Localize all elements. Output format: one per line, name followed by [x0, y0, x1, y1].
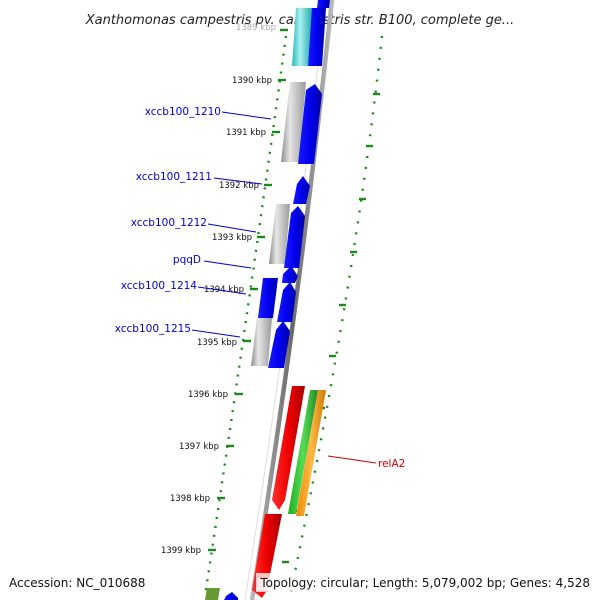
tick-label: 1390 kbp	[232, 76, 272, 86]
cds-rela2[interactable]	[272, 386, 305, 510]
cyan-feature[interactable]	[292, 8, 312, 66]
tick-labels: 1389 kbp 1390 kbp 1391 kbp 1392 kbp 1393…	[161, 23, 276, 556]
cds-xccb100-1215[interactable]	[268, 321, 290, 368]
grey-feature[interactable]	[281, 82, 306, 162]
gene-label[interactable]: xccb100_1214	[121, 280, 198, 292]
leader-line	[197, 286, 247, 295]
gene-label[interactable]: xccb100_1215	[115, 323, 191, 335]
tick-label: 1395 kbp	[197, 338, 237, 348]
tick-label: 1391 kbp	[226, 128, 266, 138]
gc-content-ring	[288, 35, 384, 597]
cds-xccb100-1211[interactable]	[293, 176, 310, 204]
grey-feature[interactable]	[251, 318, 272, 366]
cds-xccb100-1214[interactable]	[277, 282, 296, 322]
leader-line	[221, 111, 272, 120]
tick-label: 1399 kbp	[161, 546, 201, 556]
cds-feature-top[interactable]	[308, 0, 330, 66]
cds-blue-bottom[interactable]	[224, 592, 238, 600]
genome-info-label: Topology: circular; Length: 5,079,002 bp…	[259, 576, 590, 590]
grey-feature[interactable]	[269, 204, 290, 264]
gene-label[interactable]: xccb100_1212	[131, 217, 207, 229]
cds-xccb100-1210[interactable]	[298, 84, 322, 164]
orange-feature[interactable]	[296, 390, 326, 516]
cds-pqqd[interactable]	[282, 266, 298, 283]
cds-xccb100-1214a[interactable]	[258, 278, 278, 318]
tick-label: 1398 kbp	[170, 494, 210, 504]
tick-label: 1393 kbp	[212, 233, 252, 243]
gene-label[interactable]: relA2	[378, 458, 405, 470]
leader-line	[203, 260, 252, 269]
leader-line	[213, 177, 263, 185]
gene-label[interactable]: pqqD	[173, 254, 201, 266]
gene-label[interactable]: xccb100_1210	[145, 106, 221, 118]
tick-label: 1389 kbp	[236, 23, 276, 33]
leader-line	[207, 223, 257, 233]
olive-feature[interactable]	[205, 588, 220, 600]
leader-line	[191, 329, 241, 338]
tick-label: 1396 kbp	[188, 390, 228, 400]
gene-labels: xccb100_1210 xccb100_1211 xccb100_1212 p…	[115, 106, 406, 470]
accession-label: Accession: NC_010688	[9, 576, 145, 590]
footer-info-backdrop	[256, 573, 592, 591]
green-feature[interactable]	[288, 390, 318, 514]
tick-label: 1397 kbp	[179, 442, 219, 452]
cds-xccb100-1212[interactable]	[284, 206, 305, 268]
gc-skew-ring	[203, 35, 288, 597]
tick-label: 1392 kbp	[219, 181, 259, 191]
gene-label[interactable]: xccb100_1211	[136, 171, 212, 183]
inner-ring-ticks	[208, 28, 288, 552]
tick-label: 1394 kbp	[204, 285, 244, 295]
leader-line	[327, 455, 377, 464]
